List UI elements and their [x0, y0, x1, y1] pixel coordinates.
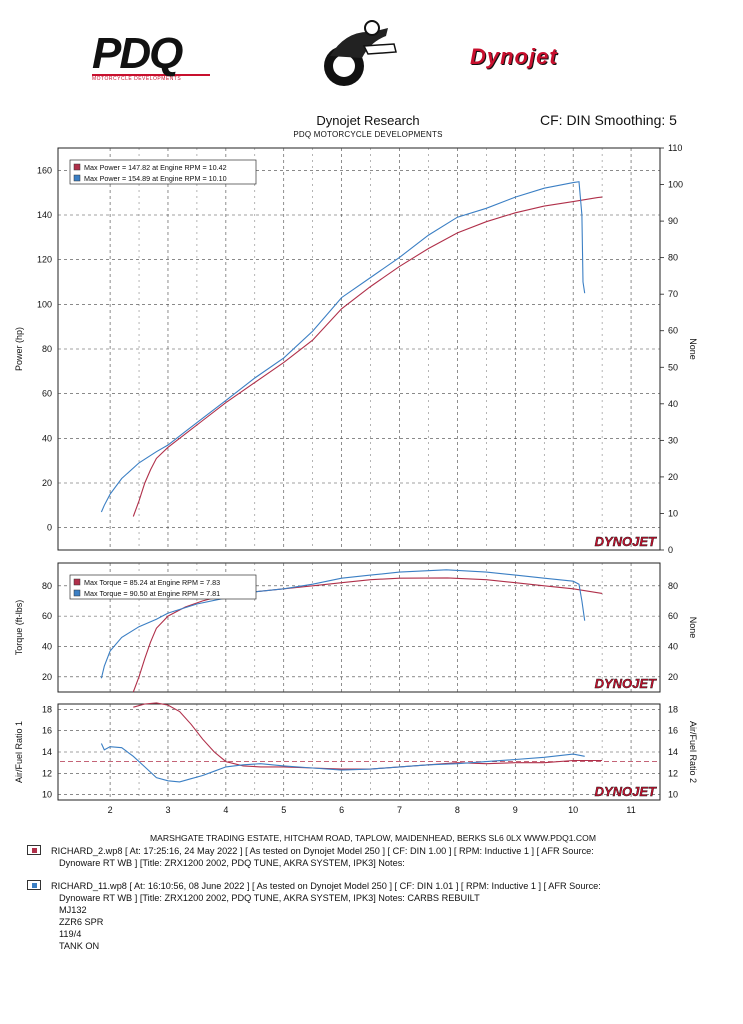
- legend-entry-2: Max Power = 154.89 at Engine RPM = 10.10: [84, 174, 227, 183]
- y2-tick-label: 18: [668, 704, 678, 714]
- report-subtitle: PDQ MOTORCYCLE DEVELOPMENTS: [293, 130, 443, 139]
- cf-smoothing: CF: DIN Smoothing: 5: [540, 112, 677, 128]
- y-tick-label: 80: [42, 581, 52, 591]
- legend-swatch-2: [73, 589, 81, 597]
- note-3: 119/4: [59, 929, 82, 939]
- y-tick-label: 40: [42, 641, 52, 651]
- y2-tick-label: 90: [668, 216, 678, 226]
- y-tick-label: 12: [42, 768, 52, 778]
- x-tick-label: 7: [397, 805, 402, 815]
- x-tick-label: 10: [568, 805, 578, 815]
- y2-axis-label: None: [688, 617, 698, 639]
- y2-tick-label: 70: [668, 289, 678, 299]
- y2-tick-label: 80: [668, 581, 678, 591]
- note-1: MJ132: [59, 905, 87, 915]
- legend-box: [69, 159, 257, 185]
- y2-tick-label: 10: [668, 508, 678, 518]
- note-4: TANK ON: [59, 941, 100, 951]
- y-tick-label: 20: [42, 478, 52, 488]
- run-1-entry: RICHARD_2.wp8 [ At: 17:25:16, 24 May 202…: [27, 845, 594, 869]
- y2-tick-label: 20: [668, 672, 678, 682]
- chart-panel-1: 0 20 40 60 80 100 120 140 160 0 10 20 30 40 50 60 70 80 90…: [14, 143, 698, 555]
- y2-tick-label: 100: [668, 180, 683, 190]
- dynojet-watermark: DYNOJET: [595, 534, 657, 549]
- series-line-run-1: [132, 196, 603, 517]
- legend-swatch-1: [73, 578, 81, 586]
- dynojet-logo: Dynojet: [470, 44, 628, 70]
- y2-tick-label: 50: [668, 362, 678, 372]
- report-title: Dynojet Research: [316, 113, 420, 128]
- y2-tick-label: 60: [668, 611, 678, 621]
- y-tick-label: 10: [42, 790, 52, 800]
- y2-tick-label: 10: [668, 790, 678, 800]
- note-2: ZZR6 SPR: [59, 917, 104, 927]
- x-tick-label: 9: [513, 805, 518, 815]
- dyno-charts: 0 20 40 60 80 100 120 140 160 0 10 20 30 40 50 60 70 80 90…: [14, 143, 698, 815]
- y-tick-label: 20: [42, 672, 52, 682]
- pdq-logo-sub: MOTORCYCLE DEVELOPMENTS: [92, 76, 182, 82]
- run-2-line1: RICHARD_11.wp8 [ At: 16:10:56, 08 June 2…: [51, 881, 601, 891]
- y-axis-label: Torque (ft-lbs): [14, 600, 24, 656]
- run-2-entry: RICHARD_11.wp8 [ At: 16:10:56, 08 June 2…: [27, 880, 601, 952]
- dynojet-logo-text: Dynojet: [470, 44, 558, 69]
- chart-panel-2: 20 40 60 80 20 40 60 80 Torque (ft-lbs) None DYNOJ…: [14, 562, 698, 693]
- y2-tick-label: 40: [668, 641, 678, 651]
- run-1-line2: Dynoware RT WB ] [Title: ZRX1200 2002, P…: [59, 858, 405, 868]
- legend-swatch-2: [73, 174, 81, 182]
- y-tick-label: 140: [37, 210, 52, 220]
- y-tick-label: 80: [42, 344, 52, 354]
- chart-panel-3: 10 12 14 16 18 10 12 14 16 18 Air/Fuel Ratio 1 Air/…: [14, 702, 698, 815]
- y-axis-label: Power (hp): [14, 327, 24, 371]
- legend-swatch-1: [73, 163, 81, 171]
- y-tick-label: 0: [47, 523, 52, 533]
- y-axis-label: Air/Fuel Ratio 1: [14, 721, 24, 783]
- pdq-logo-text: PDQ: [92, 29, 183, 78]
- y-tick-label: 16: [42, 726, 52, 736]
- y2-tick-label: 40: [668, 399, 678, 409]
- y-tick-label: 120: [37, 255, 52, 265]
- y-tick-label: 60: [42, 389, 52, 399]
- y2-axis-label: None: [688, 338, 698, 360]
- y2-tick-label: 30: [668, 435, 678, 445]
- dynojet-watermark: DYNOJET: [595, 784, 657, 799]
- dynojet-watermark: DYNOJET: [595, 676, 657, 691]
- y2-tick-label: 80: [668, 253, 678, 263]
- series-line-run-2: [100, 569, 586, 679]
- run-2-swatch: [27, 880, 41, 890]
- x-tick-label: 3: [165, 805, 170, 815]
- y-tick-label: 100: [37, 299, 52, 309]
- legend-entry-1: Max Torque = 85.24 at Engine RPM = 7.83: [84, 578, 220, 587]
- y2-tick-label: 12: [668, 768, 678, 778]
- x-tick-label: 5: [281, 805, 286, 815]
- x-tick-label: 11: [626, 805, 635, 815]
- address-line: MARSHGATE TRADING ESTATE, HITCHAM ROAD, …: [150, 833, 596, 843]
- run-1-swatch: [27, 845, 41, 855]
- y2-axis-label: Air/Fuel Ratio 2: [688, 721, 698, 783]
- y-tick-label: 40: [42, 433, 52, 443]
- x-tick-label: 6: [339, 805, 344, 815]
- series-line-run-1: [133, 702, 603, 770]
- legend-entry-2: Max Torque = 90.50 at Engine RPM = 7.81: [84, 589, 220, 598]
- y-tick-label: 18: [42, 704, 52, 714]
- run-1-line1: RICHARD_2.wp8 [ At: 17:25:16, 24 May 202…: [51, 846, 594, 856]
- x-tick-label: 8: [455, 805, 460, 815]
- y2-tick-label: 14: [668, 747, 678, 757]
- rider-logo: [324, 20, 397, 86]
- legend-entry-1: Max Power = 147.82 at Engine RPM = 10.42: [84, 163, 227, 172]
- y-tick-label: 14: [42, 747, 52, 757]
- series-line-run-2: [100, 181, 586, 513]
- run-2-line2: Dynoware RT WB ] [Title: ZRX1200 2002, P…: [59, 893, 480, 903]
- y2-tick-label: 20: [668, 472, 678, 482]
- y-tick-label: 60: [42, 611, 52, 621]
- y2-tick-label: 110: [668, 143, 682, 153]
- y-tick-label: 160: [37, 165, 52, 175]
- x-tick-label: 4: [223, 805, 228, 815]
- legend-box: [69, 574, 257, 600]
- y2-tick-label: 0: [668, 545, 673, 555]
- x-tick-label: 2: [108, 805, 113, 815]
- series-line-run-2: [100, 743, 585, 783]
- y2-tick-label: 16: [668, 726, 678, 736]
- pdq-logo: PDQ MOTORCYCLE DEVELOPMENTS: [92, 32, 220, 84]
- y2-tick-label: 60: [668, 326, 678, 336]
